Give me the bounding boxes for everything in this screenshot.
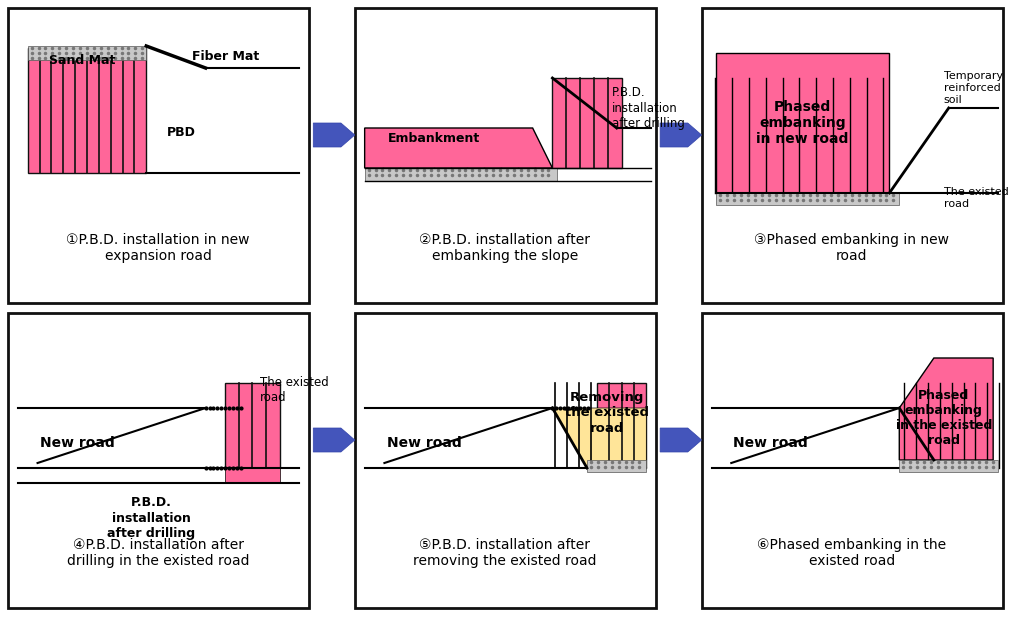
Polygon shape: [313, 428, 355, 452]
Polygon shape: [552, 408, 647, 468]
Text: New road: New road: [40, 436, 115, 450]
Bar: [28, 46, 146, 60]
Text: Phased
embanking
in new road: Phased embanking in new road: [756, 100, 849, 146]
Text: P.B.D.
installation
after drilling: P.B.D. installation after drilling: [612, 87, 684, 130]
Bar: [552, 78, 622, 168]
Bar: [8, 313, 309, 608]
Polygon shape: [364, 128, 552, 168]
Bar: [28, 48, 146, 173]
Bar: [8, 8, 309, 303]
Bar: [364, 168, 558, 181]
Text: The existed
road: The existed road: [944, 187, 1009, 209]
Polygon shape: [660, 428, 702, 452]
Polygon shape: [660, 123, 702, 147]
Text: PBD: PBD: [167, 127, 195, 139]
Bar: [355, 8, 656, 303]
Bar: [716, 193, 899, 205]
Text: Sand Mat: Sand Mat: [49, 53, 116, 66]
Bar: [716, 53, 889, 193]
Text: New road: New road: [733, 436, 808, 450]
Text: Phased
embanking
in the existed
road: Phased embanking in the existed road: [895, 389, 992, 447]
Text: ②P.B.D. installation after
embanking the slope: ②P.B.D. installation after embanking the…: [419, 233, 590, 263]
Text: ④P.B.D. installation after
drilling in the existed road: ④P.B.D. installation after drilling in t…: [66, 538, 250, 568]
Text: New road: New road: [387, 436, 461, 450]
Text: ①P.B.D. installation in new
expansion road: ①P.B.D. installation in new expansion ro…: [66, 233, 250, 263]
Polygon shape: [313, 123, 355, 147]
Text: Temporary
reinforced
soil: Temporary reinforced soil: [944, 71, 1003, 105]
Text: ⑤P.B.D. installation after
removing the existed road: ⑤P.B.D. installation after removing the …: [413, 538, 596, 568]
Bar: [225, 383, 279, 468]
Text: P.B.D.
installation
after drilling: P.B.D. installation after drilling: [107, 497, 195, 539]
Bar: [702, 313, 1003, 608]
Bar: [702, 8, 1003, 303]
Text: Fiber Mat: Fiber Mat: [191, 50, 259, 63]
Text: ⑥Phased embanking in the
existed road: ⑥Phased embanking in the existed road: [757, 538, 946, 568]
Text: The existed
road: The existed road: [260, 376, 328, 404]
Text: ③Phased embanking in new
road: ③Phased embanking in new road: [754, 233, 949, 263]
Bar: [355, 313, 656, 608]
Bar: [225, 468, 279, 483]
Polygon shape: [899, 358, 993, 460]
Bar: [596, 383, 647, 468]
Text: Embankment: Embankment: [388, 132, 480, 144]
Text: Removing
the existed
road: Removing the existed road: [565, 391, 649, 435]
Bar: [587, 460, 647, 472]
Bar: [899, 460, 998, 472]
